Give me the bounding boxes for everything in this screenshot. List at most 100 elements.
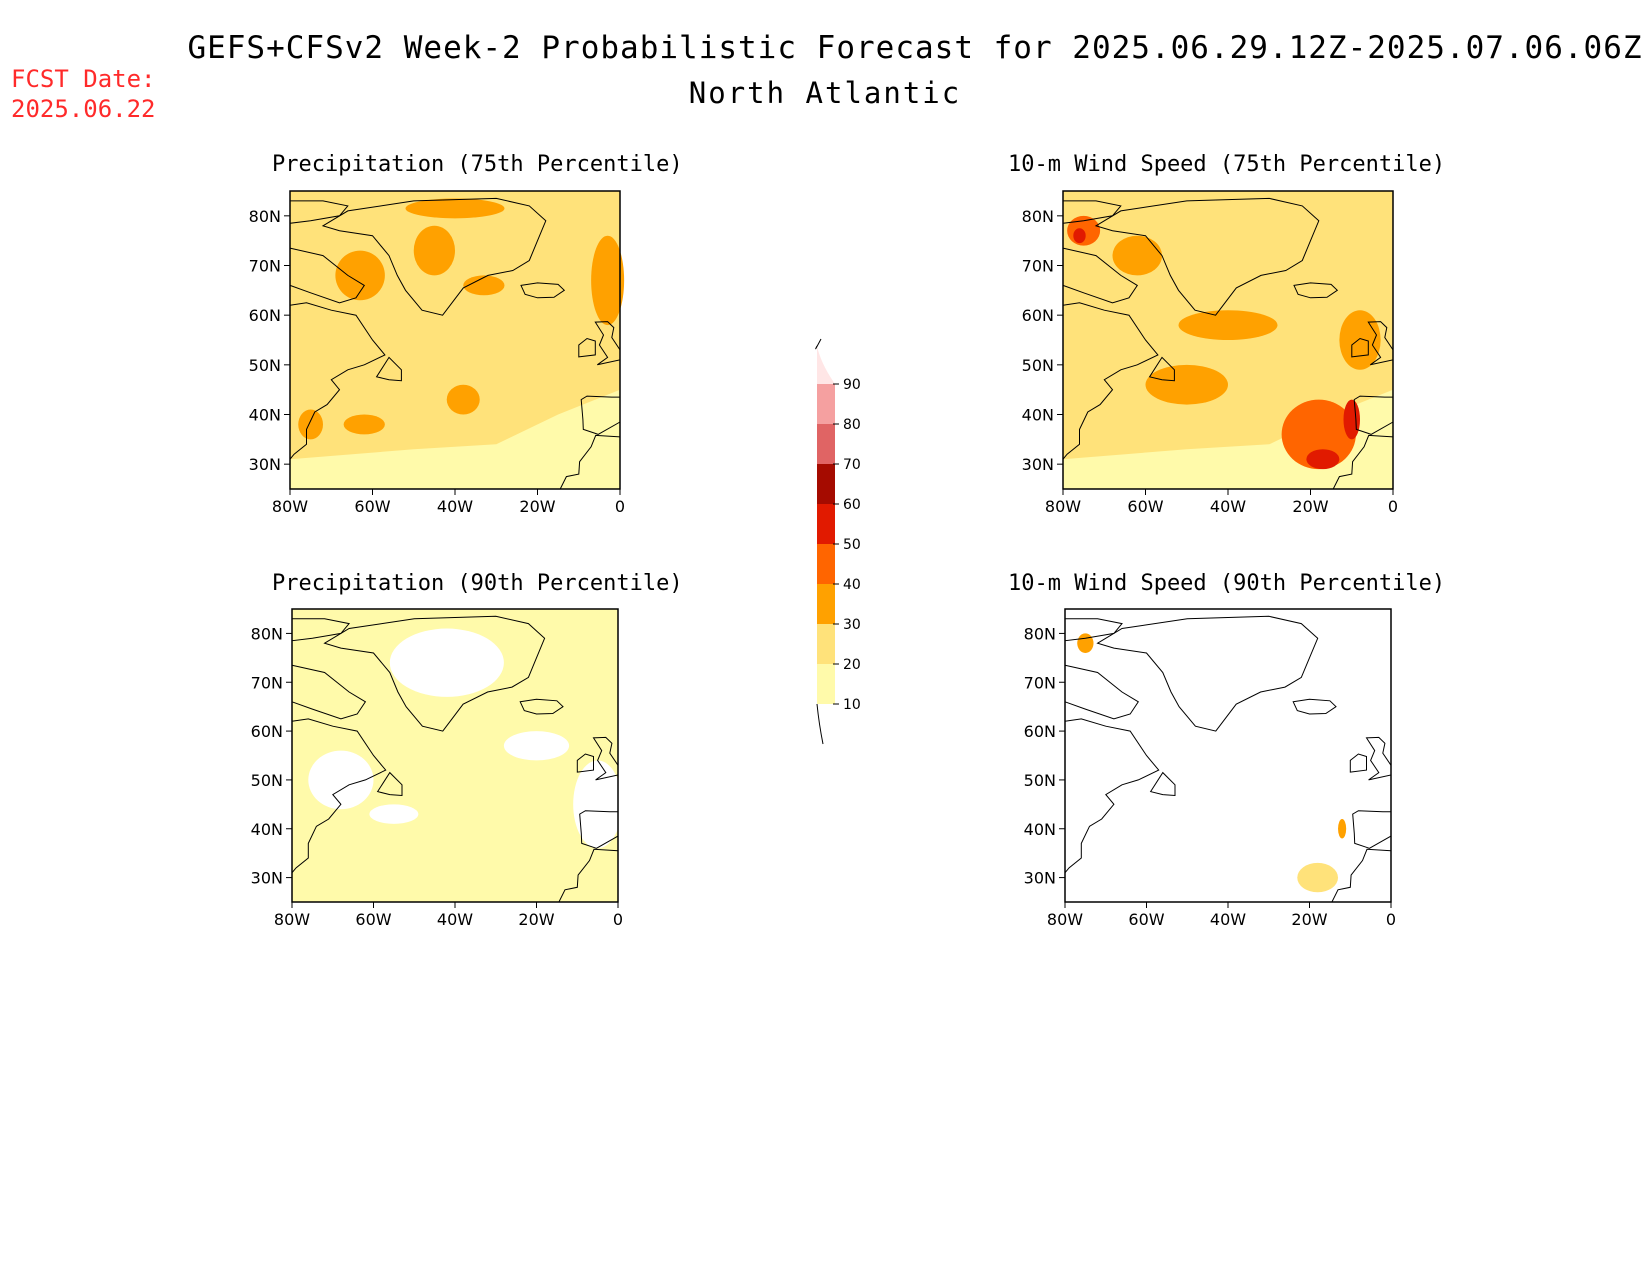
coastline: [289, 302, 386, 461]
colorbar-label: 40: [843, 577, 861, 593]
coastline: [1062, 247, 1139, 304]
probability-contour: [335, 250, 385, 301]
coastline: [1064, 718, 1160, 875]
colorbar: 10 20 30 40 50 60 70 80 90: [815, 338, 861, 745]
probability-contour: [1073, 228, 1086, 244]
coastline: [578, 337, 596, 358]
colorbar-label: 50: [843, 537, 861, 553]
colorbar-segment: [817, 544, 835, 584]
lat-tick-label: 40N: [251, 820, 283, 839]
lon-tick-label: 0: [615, 497, 625, 516]
map-panel-wind-90: 80N 70N 60N 50N 40N 30N 80W 60W 40W 20W 0: [1024, 608, 1396, 929]
lat-tick-label: 70N: [1024, 673, 1056, 692]
colorbar-top-extension: [817, 346, 835, 384]
lon-tick-label: 40W: [1210, 497, 1246, 516]
lon-tick-label: 40W: [437, 910, 473, 929]
probability-contour: [591, 235, 625, 326]
probability-contour: [1297, 862, 1339, 893]
lon-tick-label: 0: [613, 910, 623, 929]
lon-tick-label: 40W: [437, 497, 473, 516]
coastline: [321, 197, 547, 316]
lat-tick-label: 30N: [249, 455, 281, 474]
lat-tick-label: 70N: [249, 257, 281, 276]
probability-contour: [1343, 399, 1360, 440]
probability-contour: [405, 198, 505, 219]
below-threshold-area: [1346, 779, 1396, 859]
lat-tick-label: 70N: [1022, 257, 1054, 276]
lon-tick-label: 40W: [1210, 910, 1246, 929]
low-probability-area: [290, 389, 620, 489]
colorbar-segment: [817, 464, 835, 504]
coastline: [1148, 356, 1175, 382]
probability-contour: [1178, 310, 1278, 340]
lon-tick-label: 80W: [272, 497, 308, 516]
below-threshold-area: [1073, 828, 1139, 878]
region-subtitle: North Atlantic: [688, 76, 962, 110]
coastline: [376, 771, 403, 797]
coastline: [291, 664, 367, 720]
probability-contour: [1306, 449, 1340, 470]
probability-contour: [1281, 399, 1356, 470]
below-threshold-area: [573, 760, 623, 849]
lat-tick-label: 80N: [251, 624, 283, 643]
coastline: [576, 753, 594, 773]
lat-tick-label: 50N: [1022, 356, 1054, 375]
colorbar-segment: [817, 584, 835, 624]
lat-tick-label: 60N: [1024, 722, 1056, 741]
coastline: [323, 615, 546, 732]
coastline: [580, 395, 621, 435]
lat-tick-label: 50N: [1024, 771, 1056, 790]
colorbar-segment: [817, 664, 835, 704]
colorbar-bottom-edge: [816, 703, 824, 745]
probability-contour: [343, 414, 385, 435]
below-threshold-area: [308, 750, 374, 810]
probability-contour: [298, 409, 323, 440]
panel-title-wind-90: 10-m Wind Speed (90th Percentile): [1008, 571, 1446, 596]
coastline: [1062, 302, 1159, 461]
coastline: [291, 718, 387, 875]
below-threshold-area: [1162, 618, 1294, 688]
below-threshold-area: [389, 628, 504, 697]
lon-tick-label: 60W: [354, 497, 390, 516]
probability-contour: [1077, 633, 1094, 653]
coastline: [1292, 698, 1337, 715]
lat-tick-label: 40N: [1024, 820, 1056, 839]
coastline: [1353, 395, 1394, 435]
lat-tick-label: 80N: [1024, 624, 1056, 643]
lat-tick-label: 30N: [1022, 455, 1054, 474]
chart-title: GEFS+CFSv2 Week-2 Probabilistic Forecast…: [187, 30, 1643, 66]
lon-tick-label: 20W: [1291, 910, 1327, 929]
fcst-date-label: FCST Date:: [11, 65, 156, 93]
lon-tick-label: 60W: [1128, 910, 1164, 929]
coastline: [1096, 615, 1319, 732]
colorbar-label: 60: [843, 497, 861, 513]
map-panel-precip-75: 80N 70N 60N 50N 40N 30N 80W 60W 40W 20W 0: [249, 190, 625, 516]
below-threshold-area: [1219, 779, 1318, 810]
lat-tick-label: 30N: [251, 869, 283, 888]
map-panel-wind-75: 80N 70N 60N 50N 40N 30N 80W 60W 40W 20W 0: [1022, 190, 1398, 516]
lat-tick-label: 60N: [249, 306, 281, 325]
colorbar-label: 70: [843, 457, 861, 473]
lon-tick-label: 20W: [519, 497, 555, 516]
below-threshold-area: [1228, 862, 1310, 893]
lon-tick-label: 0: [1386, 910, 1396, 929]
lon-tick-label: 20W: [1292, 497, 1328, 516]
colorbar-label: 30: [843, 617, 861, 633]
below-threshold-area: [369, 804, 419, 824]
panel-title-precip-90: Precipitation (90th Percentile): [272, 571, 683, 596]
below-threshold-area: [1097, 706, 1196, 756]
lat-tick-label: 60N: [1022, 306, 1054, 325]
coastline: [1351, 337, 1369, 358]
colorbar-segment: [817, 624, 835, 664]
coastline: [520, 282, 566, 299]
probability-contour: [1338, 818, 1347, 839]
lon-tick-label: 20W: [518, 910, 554, 929]
lat-tick-label: 60N: [251, 722, 283, 741]
panel-title-precip-75: Precipitation (75th Percentile): [272, 152, 683, 177]
lat-tick-label: 80N: [1022, 207, 1054, 226]
lon-tick-label: 0: [1388, 497, 1398, 516]
probability-contour: [1112, 235, 1162, 276]
coastline: [1349, 753, 1367, 773]
coastline: [1149, 771, 1176, 797]
